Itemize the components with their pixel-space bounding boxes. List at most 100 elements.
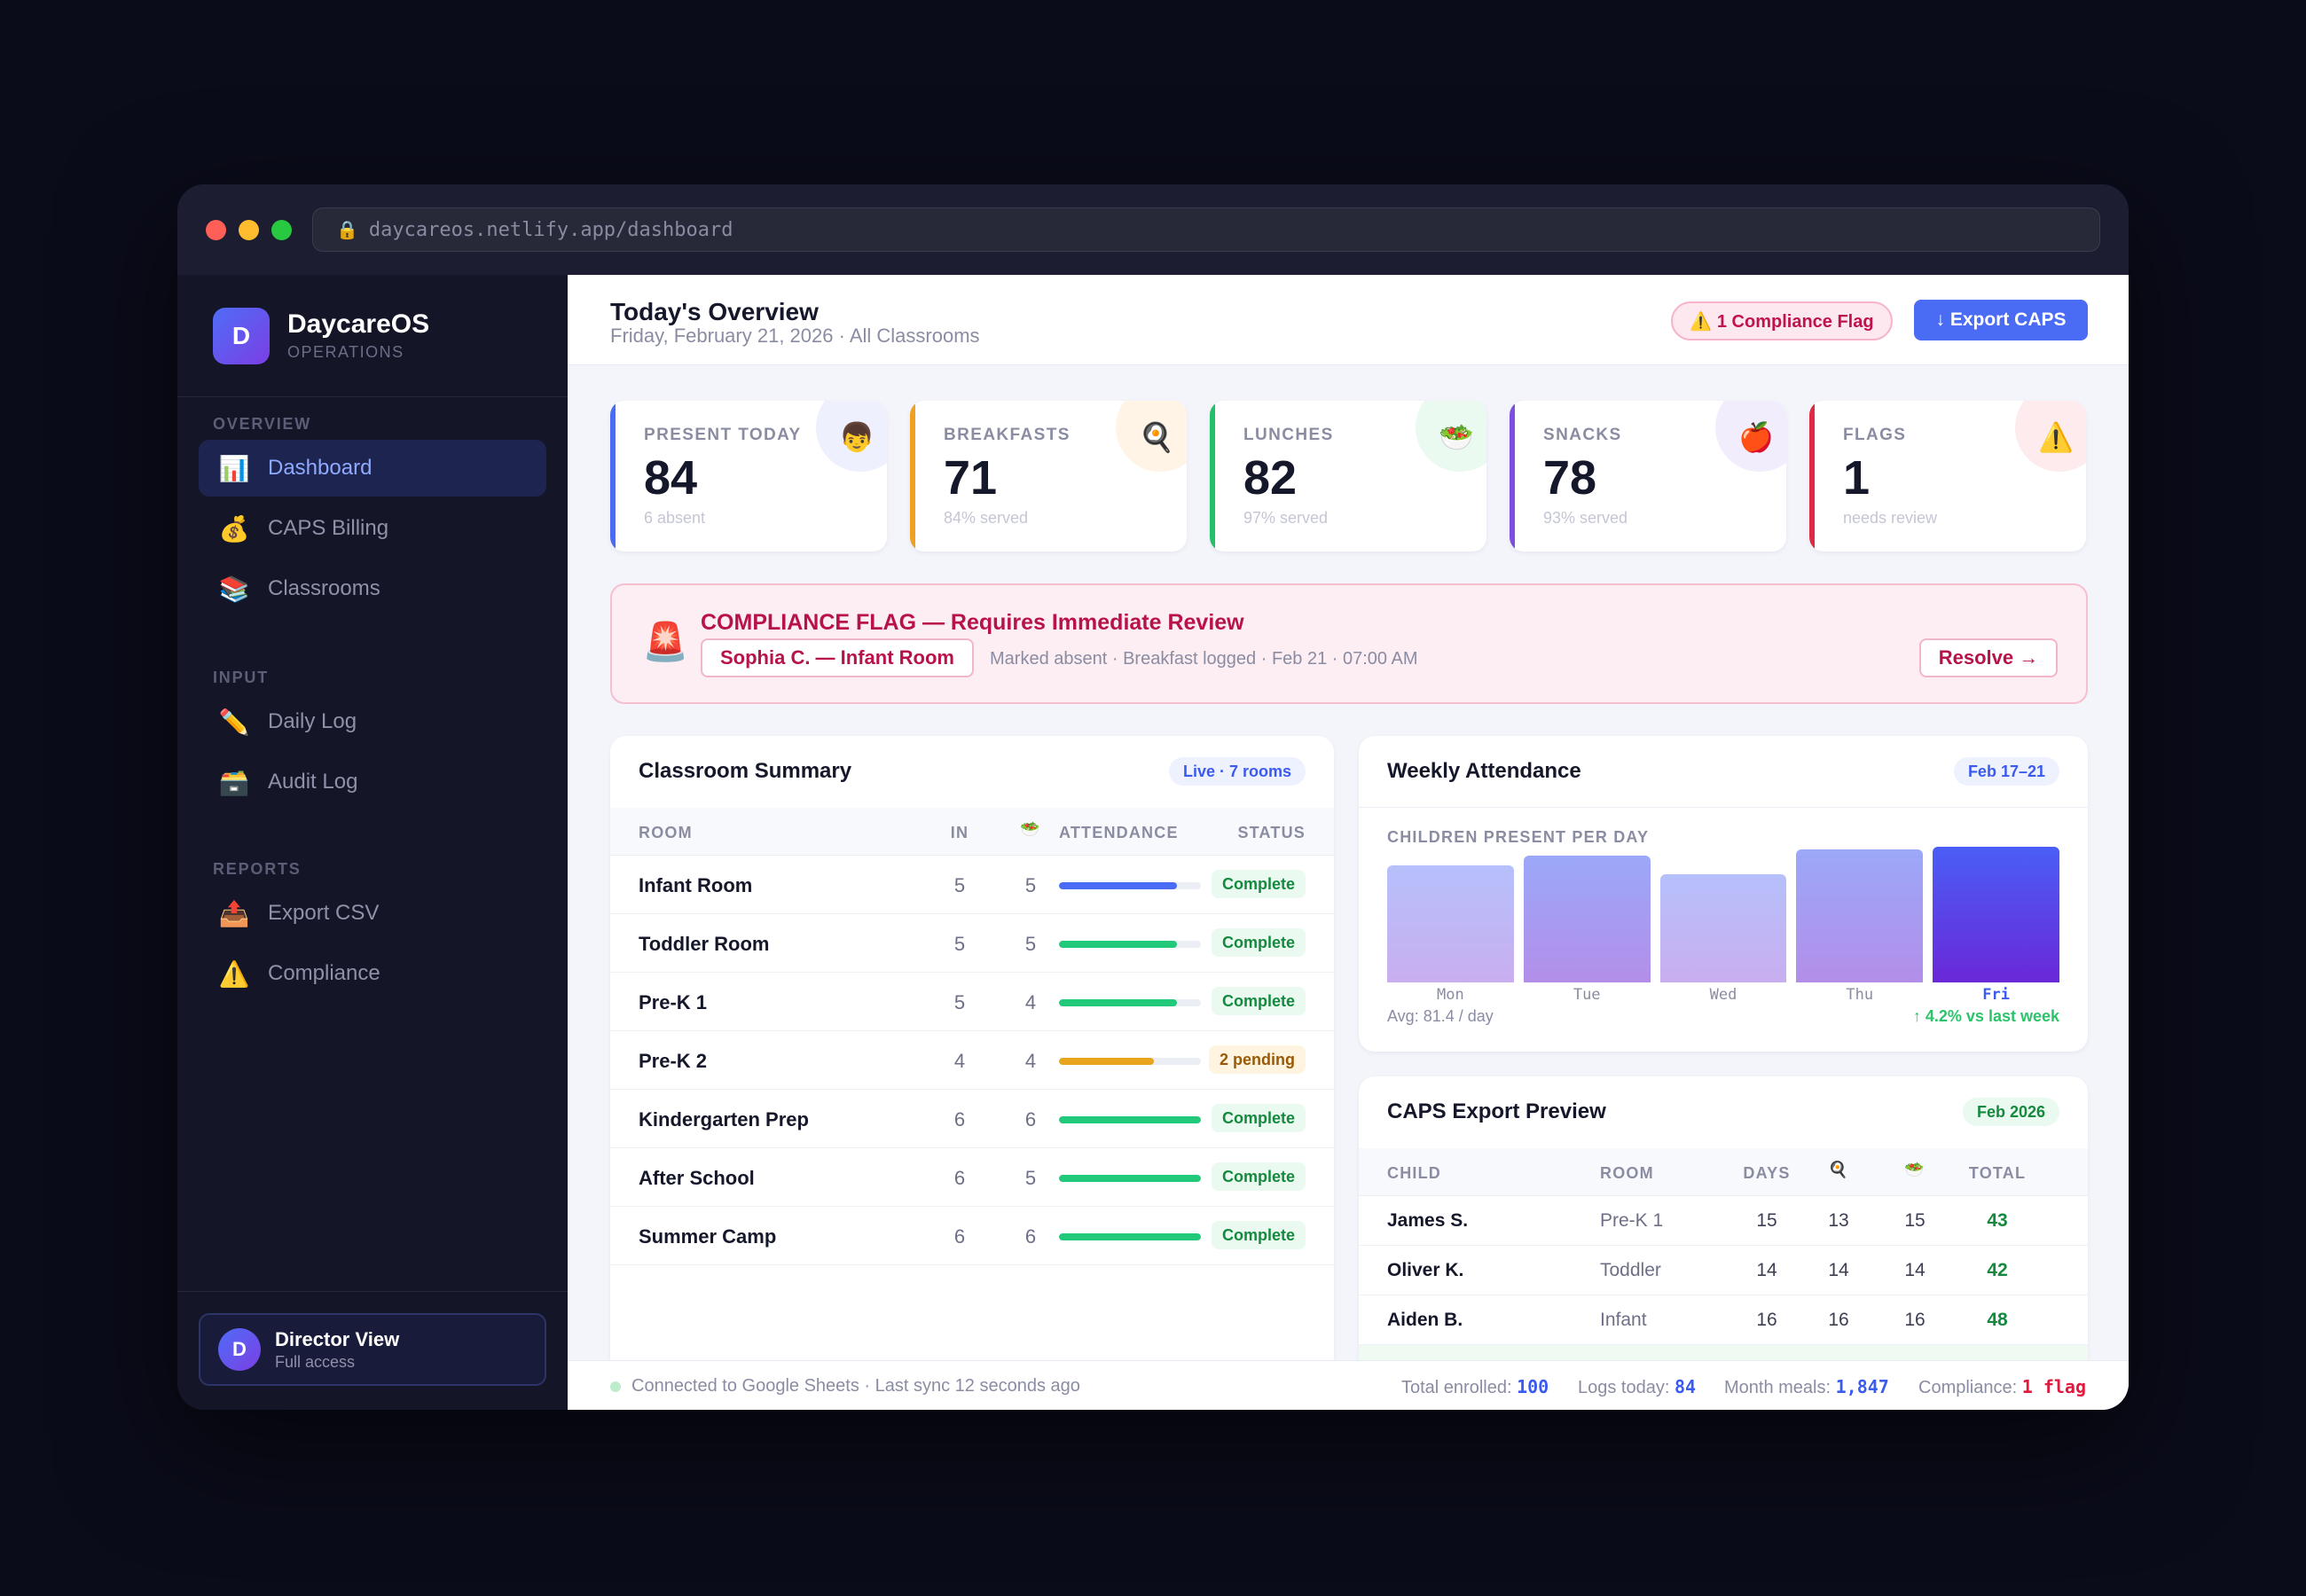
meal-count: 6 bbox=[1024, 1225, 1037, 1248]
col-attendance: ATTENDANCE bbox=[1059, 824, 1179, 841]
table-row[interactable]: Toddler Room 5 5 Complete bbox=[610, 914, 1334, 973]
x-label-mon: Mon bbox=[1437, 986, 1464, 1004]
room-name: Infant Room bbox=[639, 874, 753, 896]
minimize-window-button[interactable] bbox=[239, 219, 259, 240]
bar-mon bbox=[1387, 864, 1514, 982]
attendance-bar bbox=[1059, 1175, 1201, 1182]
meals-label: Month meals: bbox=[1724, 1378, 1831, 1397]
stat-subtext: 97% served bbox=[1243, 509, 1329, 527]
sidebar-footer: D Director View Full access bbox=[177, 1291, 568, 1410]
sidebar-item-caps-billing[interactable]: 💰 CAPS Billing bbox=[199, 500, 546, 557]
col-child: CHILD bbox=[1387, 1164, 1441, 1182]
x-label-tue: Tue bbox=[1573, 986, 1601, 1004]
stat-value: 82 bbox=[1243, 451, 1298, 505]
bar-tue bbox=[1523, 856, 1651, 982]
sidebar-item-daily-log[interactable]: ✏️ Daily Log bbox=[199, 693, 546, 750]
table-row[interactable]: James S. Pre-K 1 15 13 15 43 bbox=[1359, 1196, 2088, 1246]
connection-status: Connected to Google Sheets · Last sync 1… bbox=[610, 1376, 1080, 1396]
title-bar: 🔒 daycareos.netlify.app/dashboard bbox=[177, 184, 2129, 275]
child-icon: 👦 bbox=[839, 421, 875, 453]
room-name: Pre-K 2 bbox=[639, 1050, 708, 1072]
live-badge: Live · 7 rooms bbox=[1168, 757, 1306, 786]
sidebar-item-label: Export CSV bbox=[268, 901, 380, 925]
alert-description: Marked absent · Breakfast logged · Feb 2… bbox=[990, 649, 1418, 669]
url-text: daycareos.netlify.app/dashboard bbox=[368, 218, 733, 241]
days-count: 16 bbox=[1756, 1310, 1777, 1330]
child-name: James S. bbox=[1387, 1210, 1469, 1231]
stat-accent-bar bbox=[1210, 401, 1215, 552]
sidebar-item-label: CAPS Billing bbox=[268, 516, 389, 540]
lunch-count: 15 bbox=[1904, 1210, 1926, 1231]
card-title: Classroom Summary bbox=[639, 759, 852, 783]
lock-icon: 🔒 bbox=[336, 219, 358, 240]
logs-value: 84 bbox=[1674, 1376, 1697, 1397]
address-bar[interactable]: 🔒 daycareos.netlify.app/dashboard bbox=[312, 207, 2100, 252]
stat-accent-bar bbox=[610, 401, 616, 552]
export-caps-button[interactable]: ↓ Export CAPS bbox=[1914, 300, 2088, 340]
meal-count: 5 bbox=[1024, 933, 1037, 955]
salad-icon: 🥗 bbox=[1904, 1161, 1926, 1178]
room-name: Pre-K 1 bbox=[639, 991, 708, 1013]
table-row[interactable]: Aiden B. Infant 16 16 16 48 bbox=[1359, 1295, 2088, 1345]
classroom-summary-card: Classroom Summary Live · 7 rooms ROOM IN… bbox=[610, 736, 1334, 1374]
table-row[interactable]: Infant Room 5 5 Complete bbox=[610, 856, 1334, 914]
user-card[interactable]: D Director View Full access bbox=[199, 1313, 546, 1386]
table-row[interactable]: Kindergarten Prep 6 6 Complete bbox=[610, 1090, 1334, 1148]
card-title: CAPS Export Preview bbox=[1387, 1099, 1606, 1123]
enrolled-label: Total enrolled: bbox=[1401, 1378, 1512, 1397]
meal-count: 4 bbox=[1024, 991, 1037, 1013]
room-name: Summer Camp bbox=[639, 1225, 777, 1248]
browser-window: 🔒 daycareos.netlify.app/dashboard D Dayc… bbox=[177, 184, 2129, 1410]
sidebar-item-label: Dashboard bbox=[268, 456, 373, 480]
breakfast-count: 14 bbox=[1828, 1260, 1849, 1280]
table-row[interactable]: After School 6 5 Complete bbox=[610, 1148, 1334, 1207]
table-row[interactable]: Pre-K 2 4 4 2 pending bbox=[610, 1031, 1334, 1090]
status-dot-icon bbox=[610, 1381, 621, 1392]
sidebar-item-classrooms[interactable]: 📚 Classrooms bbox=[199, 560, 546, 617]
sidebar-item-label: Classrooms bbox=[268, 576, 380, 600]
money-bag-icon: 💰 bbox=[218, 514, 250, 543]
room-name: Toddler Room bbox=[639, 933, 770, 955]
table-header: CHILD ROOM DAYS 🍳 🥗 TOTAL bbox=[1359, 1148, 2088, 1196]
weekly-attendance-card: Weekly Attendance Feb 17–21 CHILDREN PRE… bbox=[1359, 736, 2088, 1052]
sidebar-item-audit-log[interactable]: 🗃️ Audit Log bbox=[199, 754, 546, 810]
chart-subtitle: CHILDREN PRESENT PER DAY bbox=[1387, 828, 1650, 846]
col-room: ROOM bbox=[639, 824, 693, 841]
nav-section-title: OVERVIEW bbox=[213, 415, 312, 433]
alert-title: COMPLIANCE FLAG — Requires Immediate Rev… bbox=[701, 610, 1244, 635]
breakfast-count: 13 bbox=[1828, 1210, 1849, 1231]
stat-value: 1 bbox=[1843, 451, 1871, 505]
status-badge: Complete bbox=[1211, 1162, 1306, 1191]
x-label-fri: Fri bbox=[1982, 986, 2010, 1004]
stat-card-present-today: 👦 PRESENT TODAY 84 6 absent bbox=[610, 401, 887, 552]
status-badge: Complete bbox=[1211, 1221, 1306, 1249]
table-row[interactable]: Pre-K 1 5 4 Complete bbox=[610, 973, 1334, 1031]
nav-section-title: INPUT bbox=[213, 669, 269, 686]
resolve-button[interactable]: Resolve → bbox=[1919, 638, 2058, 677]
room-name: Toddler bbox=[1600, 1260, 1661, 1280]
stat-accent-bar bbox=[910, 401, 915, 552]
stat-subtext: 93% served bbox=[1543, 509, 1628, 527]
sidebar-item-compliance[interactable]: ⚠️ Compliance bbox=[199, 945, 546, 1002]
close-window-button[interactable] bbox=[206, 219, 226, 240]
table-row[interactable]: Oliver K. Toddler 14 14 14 42 bbox=[1359, 1246, 2088, 1295]
total-count: 48 bbox=[1987, 1310, 2008, 1330]
sidebar-item-dashboard[interactable]: 📊 Dashboard bbox=[199, 440, 546, 497]
stat-label: SNACKS bbox=[1543, 426, 1622, 444]
in-count: 6 bbox=[953, 1225, 966, 1248]
flagged-child-chip[interactable]: Sophia C. — Infant Room bbox=[701, 638, 974, 677]
status-badge: Complete bbox=[1211, 1104, 1306, 1132]
table-row[interactable]: Summer Camp 6 6 Complete bbox=[610, 1207, 1334, 1265]
frying-pan-icon: 🍳 bbox=[1139, 421, 1174, 453]
maximize-window-button[interactable] bbox=[271, 219, 292, 240]
meal-count: 4 bbox=[1024, 1050, 1037, 1072]
compliance-flag-pill[interactable]: ⚠️ 1 Compliance Flag bbox=[1671, 301, 1893, 340]
x-label-wed: Wed bbox=[1709, 986, 1737, 1004]
stat-subtext: needs review bbox=[1843, 509, 1938, 527]
average-text: Avg: 81.4 / day bbox=[1387, 1007, 1494, 1025]
sidebar-item-export-csv[interactable]: 📤 Export CSV bbox=[199, 885, 546, 942]
attendance-bar bbox=[1059, 1116, 1201, 1123]
apple-icon: 🍎 bbox=[1738, 421, 1774, 453]
in-count: 6 bbox=[953, 1108, 966, 1130]
date-range-badge: Feb 17–21 bbox=[1953, 757, 2059, 786]
